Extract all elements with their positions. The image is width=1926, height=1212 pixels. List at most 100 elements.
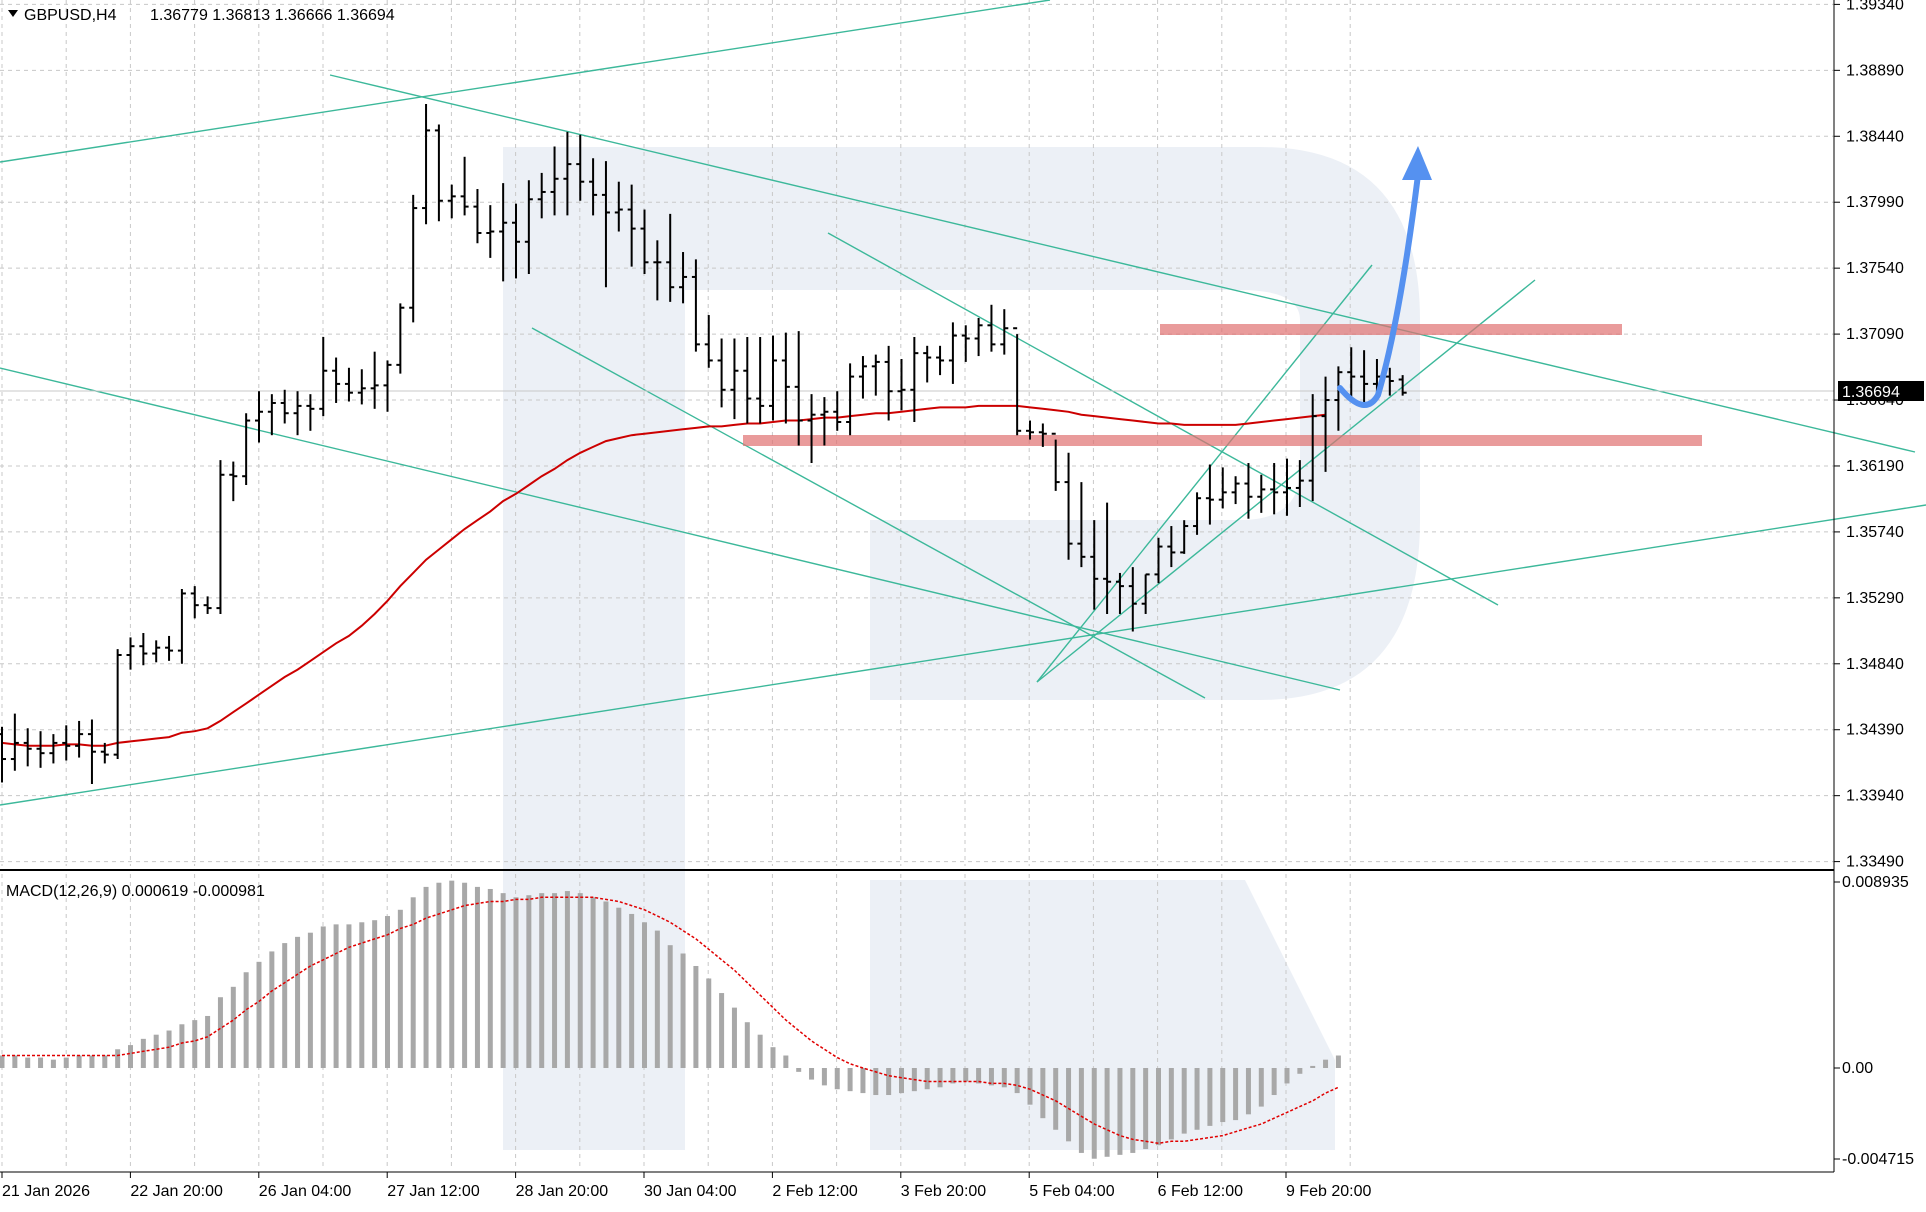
- ohlc-bar: [1090, 520, 1099, 610]
- macd-bar: [346, 924, 352, 1068]
- ohlc-bar: [280, 389, 289, 424]
- ohlc-bar: [447, 184, 456, 219]
- ohlc-bar: [422, 104, 431, 225]
- macd-bar: [333, 924, 339, 1068]
- ohlc-bar: [1244, 463, 1253, 519]
- ohlc-bar: [344, 367, 353, 402]
- macd-bar: [449, 880, 455, 1068]
- macd-bar: [783, 1055, 789, 1068]
- price-tick-label: 1.34390: [1846, 722, 1904, 739]
- macd-bar: [796, 1068, 802, 1072]
- macd-bar: [629, 913, 635, 1068]
- trendlines[interactable]: [0, 0, 1926, 806]
- macd-bar: [1335, 1055, 1341, 1068]
- macd-bar: [1078, 1068, 1084, 1153]
- ohlc-bar: [961, 325, 970, 362]
- time-axis[interactable]: 21 Jan 2026 22 Jan 20:00 26 Jan 04:00 27 Ja…: [1, 1172, 1372, 1200]
- macd-axis[interactable]: 0.008935 0.00 -0.004715: [1834, 874, 1914, 1168]
- menu-triangle-icon[interactable]: [8, 10, 18, 17]
- time-tick-label: 5 Feb 04:00: [1029, 1183, 1115, 1200]
- ohlc-bar: [23, 728, 32, 767]
- support-zone[interactable]: [743, 435, 1702, 446]
- macd-bar: [76, 1055, 82, 1068]
- symbol-label: GBPUSD,H4: [24, 7, 117, 24]
- fan-line-b[interactable]: [827, 232, 1499, 606]
- macd-tick-label: 0.00: [1842, 1060, 1873, 1077]
- price-bars: [0, 104, 1407, 784]
- macd-bar: [1040, 1068, 1046, 1119]
- ohlc-bar: [255, 391, 263, 443]
- ohlc-bar: [499, 183, 508, 282]
- price-tick-label: 1.39340: [1846, 0, 1904, 13]
- grid: [0, 0, 1834, 1170]
- macd-bar: [372, 920, 378, 1068]
- macd-bar: [153, 1034, 159, 1068]
- ohlc-bar: [1128, 567, 1137, 632]
- ohlc-bar: [1283, 458, 1291, 516]
- macd-bar: [12, 1055, 18, 1068]
- price-axis[interactable]: 1.39340 1.38890 1.38440 1.37990 1.37540 1.370…: [1834, 0, 1904, 871]
- macd-bar: [1194, 1068, 1200, 1130]
- ohlc-bar: [614, 181, 623, 232]
- ohlc-bar: [563, 131, 572, 216]
- macd-bar: [102, 1055, 108, 1068]
- ohlc-bar: [229, 461, 238, 502]
- price-tick-label: 1.35290: [1846, 590, 1904, 607]
- macd-bar: [50, 1059, 56, 1068]
- macd-bar: [1258, 1068, 1264, 1107]
- ohlc-bar: [936, 345, 945, 376]
- ohlc-bar: [1398, 375, 1407, 396]
- ohlc-bar: [1154, 537, 1163, 584]
- forecast-arrow[interactable]: [1337, 146, 1432, 408]
- ohlc-bar: [1270, 463, 1279, 515]
- ohlc-bar: [1295, 460, 1304, 507]
- macd-bar: [950, 1068, 956, 1084]
- macd-bar: [320, 926, 326, 1068]
- ohlc-bar: [1103, 502, 1112, 614]
- macd-bar: [821, 1068, 827, 1086]
- ohlc-bar: [396, 303, 405, 374]
- macd-bar: [603, 901, 609, 1068]
- macd-bar: [899, 1068, 904, 1094]
- macd-bar: [1271, 1068, 1277, 1096]
- macd-bar: [385, 916, 390, 1068]
- macd-bar: [166, 1030, 172, 1068]
- ohlc-bar: [100, 742, 109, 764]
- macd-bar: [0, 1055, 5, 1068]
- macd-histogram: [0, 880, 1341, 1159]
- ohlc-bar: [743, 337, 752, 424]
- ohlc-bar: [1334, 366, 1343, 431]
- ohlc-bar: [216, 460, 225, 614]
- ohlc-bar: [1205, 464, 1214, 525]
- ohlc-bar: [486, 205, 495, 258]
- lower-channel-line[interactable]: [0, 504, 1926, 806]
- ohlc-bar: [10, 713, 19, 771]
- macd-bar: [642, 922, 647, 1068]
- macd-bar: [359, 922, 365, 1068]
- ohlc-bar: [550, 146, 559, 216]
- ohlc-bar: [820, 397, 829, 446]
- macd-bar: [25, 1057, 31, 1068]
- ohlc-bar: [1051, 432, 1060, 491]
- ohlc-bar: [871, 354, 880, 396]
- ohlc-bar: [653, 240, 662, 301]
- macd-bar: [1091, 1068, 1097, 1159]
- macd-bar: [1207, 1068, 1213, 1126]
- ohlc-bar: [0, 726, 6, 783]
- upper-channel-line[interactable]: [0, 0, 1051, 163]
- ohlc-bar: [1231, 476, 1240, 505]
- macd-bar: [436, 882, 442, 1068]
- time-tick-label: 21 Jan 2026: [2, 1183, 90, 1200]
- ohlc-bar: [640, 209, 649, 275]
- long-descending-support-line[interactable]: [0, 367, 1341, 691]
- macd-bar: [834, 1068, 840, 1090]
- macd-bar: [474, 886, 480, 1068]
- macd-bar: [1284, 1068, 1290, 1084]
- ohlc-bar: [897, 359, 906, 411]
- ohlc-bar: [36, 731, 45, 768]
- descending-resistance-line[interactable]: [329, 74, 1916, 453]
- macd-bar: [1130, 1068, 1136, 1153]
- price-tick-label: 1.38440: [1846, 128, 1904, 145]
- ohlc-bar: [1385, 367, 1394, 396]
